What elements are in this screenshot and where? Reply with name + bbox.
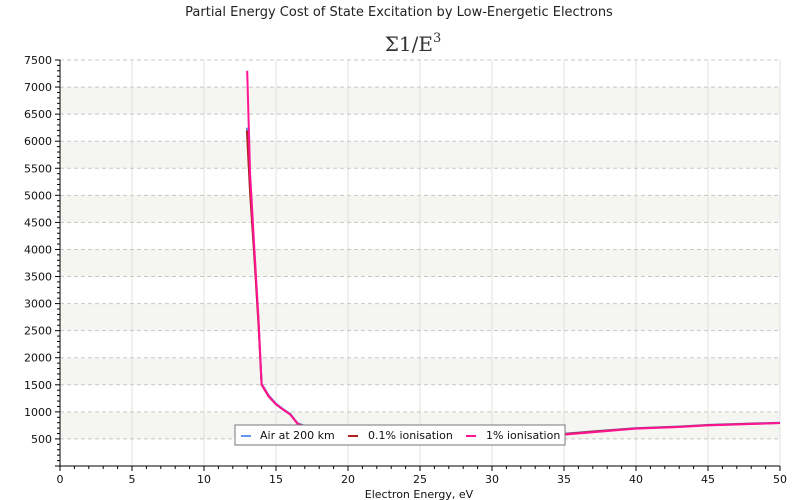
y-tick-label: 7000 bbox=[24, 81, 52, 94]
x-tick-label: 10 bbox=[197, 473, 211, 486]
y-tick-label: 2500 bbox=[24, 325, 52, 338]
legend-box bbox=[234, 424, 566, 446]
y-tick-label: 1000 bbox=[24, 406, 52, 419]
y-tick-label: 5500 bbox=[24, 162, 52, 175]
subtitle-superscript: 3 bbox=[433, 31, 441, 46]
x-tick-label: 15 bbox=[269, 473, 283, 486]
legend: Air at 200 km 0.1% ionisation 1% ionisat… bbox=[234, 424, 566, 446]
y-tick-label: 6500 bbox=[24, 108, 52, 121]
x-tick-label: 35 bbox=[557, 473, 571, 486]
chart-title: Partial Energy Cost of State Excitation … bbox=[185, 5, 613, 20]
x-tick-label: 25 bbox=[413, 473, 427, 486]
legend-label-1pct: 1% ionisation bbox=[486, 429, 560, 442]
subtitle-main: Σ1/E bbox=[385, 32, 433, 56]
y-tick-label: 4500 bbox=[24, 216, 52, 229]
y-tick-label: 500 bbox=[31, 433, 52, 446]
x-tick-label: 45 bbox=[701, 473, 715, 486]
x-tick-label: 30 bbox=[485, 473, 499, 486]
y-tick-label: 2000 bbox=[24, 352, 52, 365]
y-tick-label: 3500 bbox=[24, 271, 52, 284]
x-tick-label: 50 bbox=[773, 473, 787, 486]
y-tick-label: 5000 bbox=[24, 189, 52, 202]
axes bbox=[55, 59, 781, 471]
x-tick-label: 20 bbox=[341, 473, 355, 486]
legend-label-air: Air at 200 km bbox=[260, 429, 335, 442]
chart-subtitle: Σ1/E3 bbox=[385, 31, 441, 56]
vertical-gridlines bbox=[131, 60, 781, 466]
y-tick-label: 7500 bbox=[24, 54, 52, 67]
x-tick-labels: 0 5 10 15 20 25 30 35 40 45 50 bbox=[57, 473, 788, 486]
series-line-0-1pct-ionisation bbox=[245, 130, 781, 440]
x-axis-label: Electron Energy, eV bbox=[365, 488, 474, 500]
legend-label-0-1pct: 0.1% ionisation bbox=[368, 429, 453, 442]
y-tick-labels: 500 1000 1500 2000 2500 3000 3500 4000 4500 5000 5… bbox=[24, 54, 52, 446]
y-tick-label: 3000 bbox=[24, 298, 52, 311]
x-tick-label: 40 bbox=[629, 473, 643, 486]
series-line-air-200km bbox=[245, 127, 781, 439]
x-tick-label: 5 bbox=[129, 473, 136, 486]
horizontal-gridlines bbox=[60, 59, 780, 440]
y-tick-label: 4000 bbox=[24, 243, 52, 256]
y-tick-label: 1500 bbox=[24, 379, 52, 392]
x-tick-label: 0 bbox=[57, 473, 64, 486]
y-tick-label: 6000 bbox=[24, 135, 52, 148]
